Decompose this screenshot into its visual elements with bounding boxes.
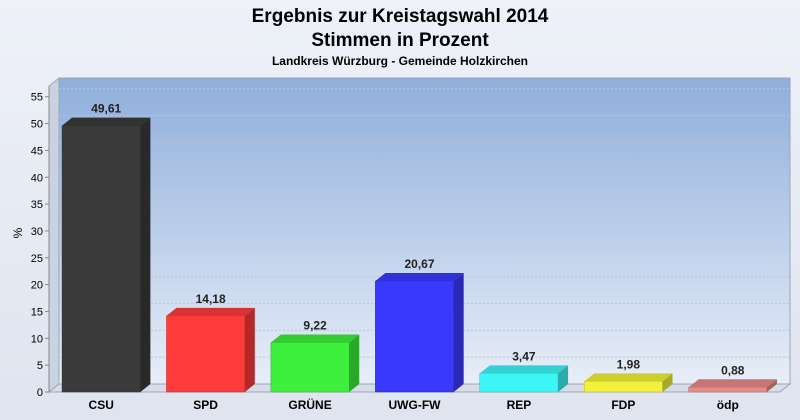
bar-side [662, 373, 673, 392]
bar-side [558, 365, 569, 392]
chart-subtitle: Landkreis Würzburg - Gemeinde Holzkirche… [272, 54, 528, 68]
bar [375, 280, 454, 393]
data-label: 20,67 [404, 257, 434, 271]
bar-top [375, 273, 464, 282]
data-label: 1,98 [617, 357, 641, 371]
bar-side [453, 273, 464, 392]
data-label: 49,61 [91, 102, 121, 116]
bar [166, 315, 246, 393]
y-tick-label: 5 [37, 360, 43, 372]
y-tick-label: 15 [31, 306, 43, 318]
x-tick-label: UWG-FW [389, 398, 442, 412]
x-tick-label: FDP [611, 398, 635, 412]
y-tick-label: 50 [31, 119, 43, 131]
chart-title: Ergebnis zur Kreistagswahl 2014 [252, 6, 549, 27]
y-tick-label: 25 [31, 253, 43, 265]
bar [479, 373, 559, 393]
plot-area: 0 5 10 15 20 25 30 35 40 45 50 55 49,61 CSU 14,18 SPD 9,… [31, 76, 792, 412]
bar [583, 381, 663, 393]
y-tick-label: 10 [31, 333, 43, 345]
x-tick-label: SPD [193, 398, 218, 412]
x-tick-label: ödp [717, 398, 739, 412]
bar-top [584, 373, 673, 382]
y-tick-label: 30 [31, 226, 43, 238]
bar [61, 125, 141, 393]
data-label: 9,22 [303, 319, 327, 333]
bar-top [688, 379, 777, 388]
bar-side [244, 307, 255, 392]
bar-side [140, 117, 151, 392]
y-tick-label: 40 [31, 172, 43, 184]
x-tick-label: CSU [89, 398, 114, 412]
bar-top [270, 334, 360, 343]
y-tick-label: 35 [31, 199, 43, 211]
data-label: 0,88 [721, 363, 745, 377]
y-tick-label: 20 [31, 280, 43, 292]
bar-top [479, 365, 569, 374]
bar [688, 387, 768, 393]
y-tick-label: 45 [31, 145, 43, 157]
x-tick-label: REP [507, 398, 532, 412]
data-label: 14,18 [196, 292, 226, 306]
chart-title-line-2: Stimmen in Prozent [311, 30, 489, 51]
x-tick-label: GRÜNE [288, 397, 331, 412]
data-label: 3,47 [512, 349, 536, 363]
bar-top [62, 117, 151, 126]
y-axis-label: % [11, 227, 25, 238]
bar-side [349, 334, 360, 392]
bar-side [766, 379, 777, 392]
plot-side-wall [48, 76, 60, 394]
y-tick-label: 55 [31, 92, 43, 104]
bar-top [166, 307, 255, 316]
y-tick-label: 0 [37, 387, 43, 399]
bar [270, 342, 350, 393]
